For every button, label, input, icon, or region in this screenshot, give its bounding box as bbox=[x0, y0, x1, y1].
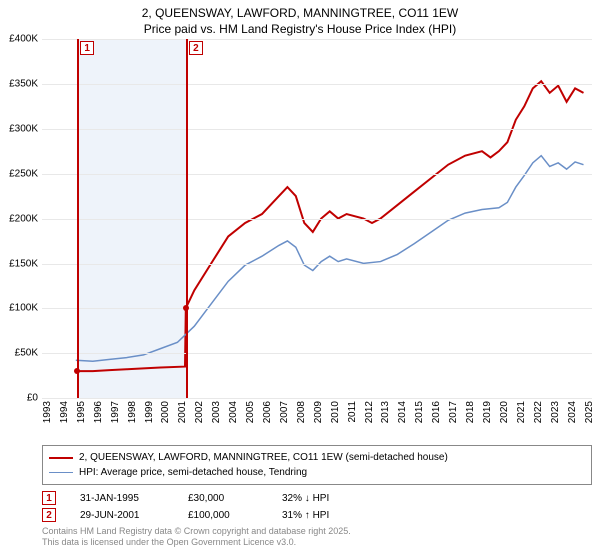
x-tick-label: 1995 bbox=[76, 401, 87, 423]
x-tick-label: 1999 bbox=[144, 401, 155, 423]
gridline bbox=[42, 39, 592, 40]
y-tick-label: £0 bbox=[0, 393, 40, 404]
x-tick-label: 1994 bbox=[59, 401, 70, 423]
gridline bbox=[42, 219, 592, 220]
x-tick-label: 1993 bbox=[42, 401, 53, 423]
y-tick-label: £350K bbox=[0, 79, 40, 90]
x-tick-label: 2007 bbox=[279, 401, 290, 423]
gridline bbox=[42, 174, 592, 175]
chart-area: £0£50K£100K£150K£200K£250K£300K£350K£400… bbox=[42, 39, 592, 419]
sale-marker-line bbox=[186, 39, 188, 398]
x-tick-label: 2024 bbox=[567, 401, 578, 423]
x-tick-label: 2013 bbox=[380, 401, 391, 423]
title-subtitle: Price paid vs. HM Land Registry's House … bbox=[0, 22, 600, 38]
x-tick-label: 2022 bbox=[533, 401, 544, 423]
x-tick-label: 1996 bbox=[93, 401, 104, 423]
x-tick-label: 2018 bbox=[465, 401, 476, 423]
footer-copyright: Contains HM Land Registry data © Crown c… bbox=[42, 526, 592, 537]
sale-dot bbox=[74, 368, 80, 374]
x-axis-labels: 1993199419951996199719981999200020012002… bbox=[42, 399, 592, 419]
x-tick-label: 2014 bbox=[397, 401, 408, 423]
x-tick-label: 2023 bbox=[550, 401, 561, 423]
legend: 2, QUEENSWAY, LAWFORD, MANNINGTREE, CO11… bbox=[42, 445, 592, 485]
x-tick-label: 2001 bbox=[177, 401, 188, 423]
legend-row: 2, QUEENSWAY, LAWFORD, MANNINGTREE, CO11… bbox=[49, 450, 585, 465]
gridline bbox=[42, 264, 592, 265]
x-tick-label: 2000 bbox=[160, 401, 171, 423]
sale-index-badge: 2 bbox=[42, 508, 56, 522]
x-tick-label: 1998 bbox=[127, 401, 138, 423]
x-tick-label: 2016 bbox=[431, 401, 442, 423]
footer: Contains HM Land Registry data © Crown c… bbox=[42, 526, 592, 548]
x-tick-label: 2019 bbox=[482, 401, 493, 423]
legend-row: HPI: Average price, semi-detached house,… bbox=[49, 465, 585, 480]
sale-marker-line bbox=[77, 39, 79, 398]
x-tick-label: 2006 bbox=[262, 401, 273, 423]
legend-label: 2, QUEENSWAY, LAWFORD, MANNINGTREE, CO11… bbox=[79, 450, 448, 465]
x-tick-label: 1997 bbox=[110, 401, 121, 423]
x-tick-label: 2008 bbox=[296, 401, 307, 423]
x-tick-label: 2015 bbox=[414, 401, 425, 423]
sale-price: £30,000 bbox=[188, 493, 258, 504]
sale-index-badge: 1 bbox=[42, 491, 56, 505]
x-tick-label: 2009 bbox=[313, 401, 324, 423]
x-tick-label: 2025 bbox=[584, 401, 595, 423]
plot-area: £0£50K£100K£150K£200K£250K£300K£350K£400… bbox=[42, 39, 592, 399]
y-tick-label: £150K bbox=[0, 258, 40, 269]
sale-delta: 32% ↓ HPI bbox=[282, 493, 329, 504]
x-tick-label: 2017 bbox=[448, 401, 459, 423]
gridline bbox=[42, 84, 592, 85]
title-block: 2, QUEENSWAY, LAWFORD, MANNINGTREE, CO11… bbox=[0, 0, 600, 39]
y-tick-label: £400K bbox=[0, 34, 40, 45]
legend-label: HPI: Average price, semi-detached house,… bbox=[79, 465, 307, 480]
x-tick-label: 2011 bbox=[347, 401, 358, 423]
sale-date: 29-JUN-2001 bbox=[80, 510, 164, 521]
footer-licence: This data is licensed under the Open Gov… bbox=[42, 537, 592, 548]
gridline bbox=[42, 353, 592, 354]
chart-container: 2, QUEENSWAY, LAWFORD, MANNINGTREE, CO11… bbox=[0, 0, 600, 560]
x-tick-label: 2003 bbox=[211, 401, 222, 423]
gridline bbox=[42, 308, 592, 309]
sale-date: 31-JAN-1995 bbox=[80, 493, 164, 504]
y-tick-label: £100K bbox=[0, 303, 40, 314]
gridline bbox=[42, 129, 592, 130]
sale-row: 2 29-JUN-2001 £100,000 31% ↑ HPI bbox=[42, 508, 592, 522]
x-tick-label: 2002 bbox=[194, 401, 205, 423]
x-tick-label: 2005 bbox=[245, 401, 256, 423]
x-tick-label: 2004 bbox=[228, 401, 239, 423]
y-tick-label: £250K bbox=[0, 168, 40, 179]
x-tick-label: 2020 bbox=[499, 401, 510, 423]
sale-price: £100,000 bbox=[188, 510, 258, 521]
x-tick-label: 2021 bbox=[516, 401, 527, 423]
legend-swatch bbox=[49, 472, 73, 473]
sale-delta: 31% ↑ HPI bbox=[282, 510, 329, 521]
y-tick-label: £200K bbox=[0, 213, 40, 224]
sale-row: 1 31-JAN-1995 £30,000 32% ↓ HPI bbox=[42, 491, 592, 505]
sale-rows: 1 31-JAN-1995 £30,000 32% ↓ HPI 2 29-JUN-2001… bbox=[42, 491, 592, 522]
sale-marker-badge: 2 bbox=[189, 41, 203, 55]
sale-marker-badge: 1 bbox=[80, 41, 94, 55]
y-tick-label: £300K bbox=[0, 123, 40, 134]
y-tick-label: £50K bbox=[0, 348, 40, 359]
title-address: 2, QUEENSWAY, LAWFORD, MANNINGTREE, CO11… bbox=[0, 6, 600, 22]
series-line bbox=[77, 81, 583, 371]
series-line bbox=[76, 156, 584, 362]
sale-dot bbox=[183, 305, 189, 311]
x-tick-label: 2012 bbox=[364, 401, 375, 423]
x-tick-label: 2010 bbox=[330, 401, 341, 423]
legend-swatch bbox=[49, 457, 73, 459]
